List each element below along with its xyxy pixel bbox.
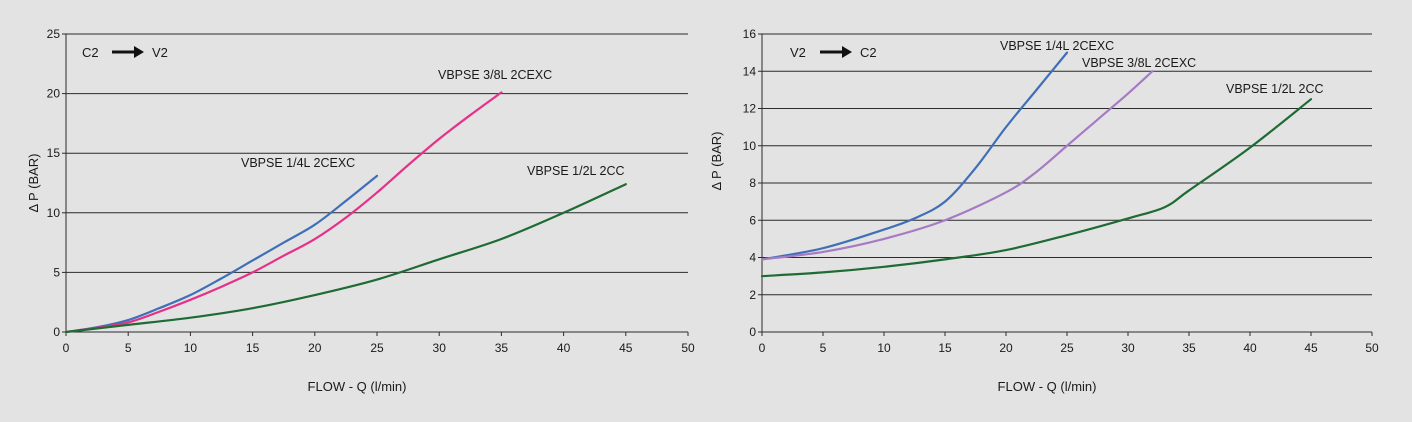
series-line	[760, 51, 1069, 261]
arrow-head-icon	[134, 46, 144, 58]
y-tick-label: 6	[749, 213, 756, 227]
y-tick-label: 8	[749, 176, 756, 190]
x-tick-label: 20	[308, 341, 322, 355]
y-tick-label: 5	[53, 265, 60, 279]
x-tick-label: 10	[184, 341, 198, 355]
series-line	[760, 98, 1313, 278]
x-tick-label: 25	[370, 341, 384, 355]
x-tick-label: 50	[1365, 341, 1379, 355]
series-label: VBPSE 3/8L 2CEXC	[1082, 56, 1196, 70]
x-axis-label: FLOW - Q (l/min)	[998, 379, 1097, 394]
series-line	[760, 70, 1154, 261]
x-tick-label: 40	[1243, 341, 1257, 355]
y-tick-label: 15	[47, 146, 61, 160]
y-axis-label: Δ P (BAR)	[26, 153, 41, 212]
x-tick-label: 0	[63, 341, 70, 355]
y-tick-label: 20	[47, 87, 61, 101]
series-label: VBPSE 1/4L 2CEXC	[241, 156, 355, 170]
y-tick-label: 14	[743, 64, 757, 78]
x-tick-label: 35	[1182, 341, 1196, 355]
y-tick-label: 12	[743, 102, 757, 116]
y-tick-label: 0	[749, 325, 756, 339]
y-tick-label: 4	[749, 251, 756, 265]
x-tick-label: 30	[1121, 341, 1135, 355]
direction-from: C2	[82, 45, 99, 60]
series-line	[64, 174, 379, 334]
series-label: VBPSE 1/4L 2CEXC	[1000, 39, 1114, 53]
chart-v2-to-c2: 0 2 4 6 8 10 12 14 16 0 5 10 15 20 25 30 35 40 45 50 FLOW - …	[709, 27, 1379, 394]
y-axis-label: Δ P (BAR)	[709, 131, 724, 190]
series-line	[64, 91, 503, 334]
x-tick-label: 45	[619, 341, 633, 355]
series-label: VBPSE 1/2L 2CC	[1226, 82, 1324, 96]
x-tick-label: 30	[433, 341, 447, 355]
arrow-head-icon	[842, 46, 852, 58]
x-tick-label: 15	[246, 341, 260, 355]
x-tick-label: 40	[557, 341, 571, 355]
y-tick-label: 16	[743, 27, 757, 41]
x-tick-label: 25	[1060, 341, 1074, 355]
chart-c2-to-v2: 0 5 10 15 20 25 0 5 10 15 20 25 30 35 40 45 50 FLOW - Q (…	[26, 27, 695, 394]
series-line	[64, 183, 627, 334]
y-tick-label: 0	[53, 325, 60, 339]
y-tick-label: 2	[749, 288, 756, 302]
y-tick-label: 10	[743, 139, 757, 153]
flow-direction: V2 C2	[790, 45, 877, 60]
x-tick-label: 15	[938, 341, 952, 355]
direction-to: V2	[152, 45, 168, 60]
x-tick-label: 50	[681, 341, 695, 355]
series-label: VBPSE 1/2L 2CC	[527, 164, 625, 178]
x-tick-label: 20	[999, 341, 1013, 355]
direction-from: V2	[790, 45, 806, 60]
y-tick-label: 10	[47, 206, 61, 220]
x-tick-label: 35	[495, 341, 509, 355]
y-tick-label: 25	[47, 27, 61, 41]
x-axis-label: FLOW - Q (l/min)	[308, 379, 407, 394]
x-tick-label: 5	[820, 341, 827, 355]
series-label: VBPSE 3/8L 2CEXC	[438, 68, 552, 82]
x-tick-label: 0	[759, 341, 766, 355]
x-tick-label: 10	[877, 341, 891, 355]
x-tick-label: 45	[1304, 341, 1318, 355]
direction-to: C2	[860, 45, 877, 60]
x-tick-label: 5	[125, 341, 132, 355]
flow-direction: C2 V2	[82, 45, 168, 60]
